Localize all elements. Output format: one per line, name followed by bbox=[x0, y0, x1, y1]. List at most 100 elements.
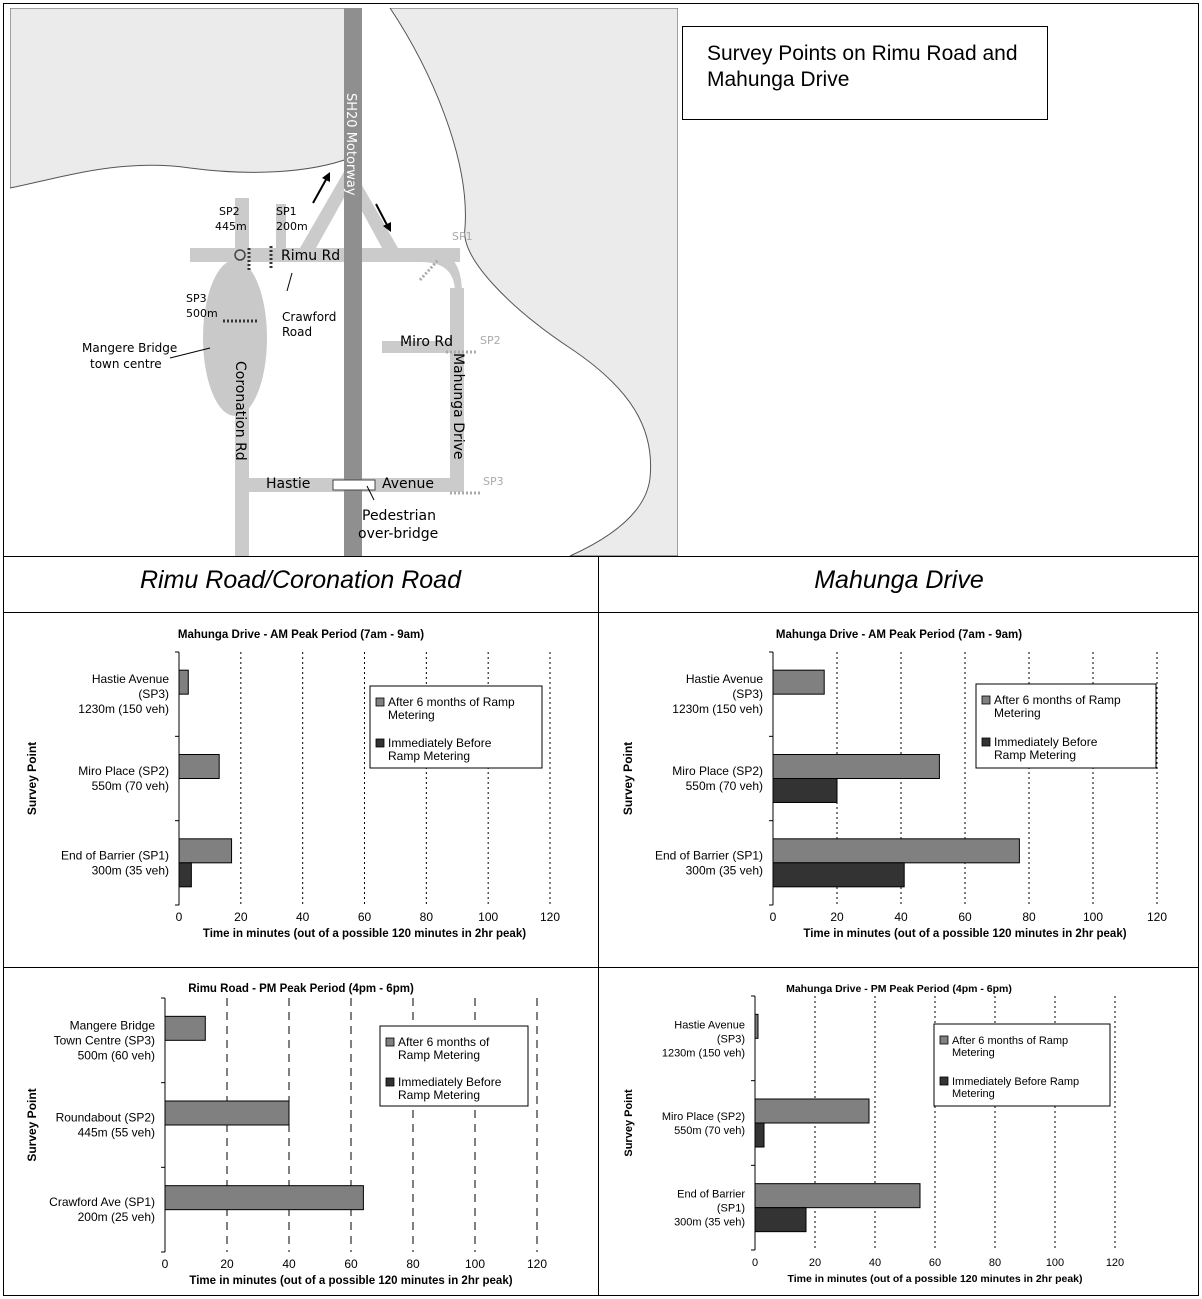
outer-frame bbox=[3, 3, 1199, 1296]
road-ramp-west bbox=[300, 170, 355, 248]
category-label: 550m (70 veh) bbox=[92, 779, 169, 793]
bar bbox=[178, 862, 192, 888]
legend-label: Metering bbox=[952, 1047, 995, 1059]
category-label: End of Barrier (SP1) bbox=[655, 848, 763, 862]
y-axis-label: Survey Point bbox=[25, 742, 39, 815]
legend-label: Immediately Before Ramp bbox=[952, 1076, 1079, 1088]
bar bbox=[754, 1183, 921, 1209]
category-label: Hastie Avenue bbox=[686, 672, 763, 686]
bar bbox=[772, 669, 825, 695]
legend-label: Immediately Before bbox=[388, 736, 492, 750]
map-label-west-sp3-2: 500m bbox=[186, 307, 218, 320]
x-tick-label: 0 bbox=[176, 910, 183, 924]
section-heading-right: Mahunga Drive bbox=[814, 566, 984, 594]
legend-swatch bbox=[981, 737, 991, 747]
legend-label: Ramp Metering bbox=[994, 748, 1076, 762]
chart-pm-right: Mahunga Drive - PM Peak Period (4pm - 6p… bbox=[623, 983, 1124, 1285]
bar bbox=[772, 778, 838, 803]
divider-map-bottom bbox=[3, 556, 1199, 557]
x-tick-label: 0 bbox=[162, 1257, 169, 1271]
survey-map: SH20 Motorway Rimu Rd Miro Rd Coronation… bbox=[10, 8, 678, 556]
x-axis-label: Time in minutes (out of a possible 120 m… bbox=[189, 1275, 512, 1287]
x-tick-label: 80 bbox=[989, 1257, 1001, 1269]
x-tick-label: 120 bbox=[527, 1257, 547, 1271]
divider-heading-bottom bbox=[3, 612, 1199, 613]
legend-box bbox=[369, 685, 543, 769]
road-motorway bbox=[344, 8, 362, 556]
legend-label: Ramp Metering bbox=[388, 749, 470, 763]
x-axis-label: Time in minutes (out of a possible 120 m… bbox=[787, 1273, 1082, 1285]
bar bbox=[772, 754, 940, 779]
legend-box bbox=[379, 1025, 529, 1107]
map-label-west-sp2-2: 445m bbox=[215, 220, 247, 233]
x-tick-label: 120 bbox=[540, 910, 560, 924]
x-tick-label: 120 bbox=[1106, 1257, 1124, 1269]
map-coast-east bbox=[389, 8, 678, 556]
road-rimu bbox=[190, 248, 460, 262]
map-label-coronation: Coronation Rd bbox=[232, 361, 248, 461]
x-tick-label: 20 bbox=[220, 1257, 234, 1271]
chart-am-left: Mahunga Drive - AM Peak Period (7am - 9a… bbox=[25, 629, 560, 940]
map-label-rimu: Rimu Rd bbox=[281, 248, 340, 264]
category-label: (SP3) bbox=[717, 1033, 745, 1045]
category-label: 1230m (150 veh) bbox=[662, 1047, 745, 1059]
map-title: Survey Points on Rimu Road and Mahunga D… bbox=[707, 42, 1018, 91]
x-tick-label: 40 bbox=[869, 1257, 881, 1269]
bar bbox=[164, 1015, 206, 1041]
category-label: Mangere Bridge bbox=[70, 1018, 156, 1032]
map-label-west-sp2-1: SP2 bbox=[219, 205, 240, 218]
x-tick-label: 60 bbox=[929, 1257, 941, 1269]
bar bbox=[754, 1122, 765, 1148]
bar bbox=[754, 1098, 870, 1124]
category-label: Roundabout (SP2) bbox=[56, 1111, 155, 1125]
legend-label: Metering bbox=[388, 708, 435, 722]
chart-title: Mahunga Drive - AM Peak Period (7am - 9a… bbox=[178, 629, 424, 641]
category-label: End of Barrier (SP1) bbox=[61, 848, 169, 862]
road-miro bbox=[382, 341, 452, 353]
category-label: 200m (25 veh) bbox=[78, 1210, 155, 1224]
x-tick-label: 80 bbox=[1022, 910, 1036, 924]
x-tick-label: 20 bbox=[809, 1257, 821, 1269]
y-axis-label: Survey Point bbox=[623, 1089, 635, 1157]
x-tick-label: 60 bbox=[344, 1257, 358, 1271]
category-label: 550m (70 veh) bbox=[686, 779, 763, 793]
roundabout bbox=[234, 249, 246, 261]
section-heading-left: Rimu Road/Coronation Road bbox=[139, 566, 461, 594]
map-title-box: Survey Points on Rimu Road and Mahunga D… bbox=[682, 26, 1048, 120]
chart-pm-left: Rimu Road - PM Peak Period (4pm - 6pm) 0 2… bbox=[25, 983, 547, 1287]
x-tick-label: 40 bbox=[282, 1257, 296, 1271]
y-axis-label: Survey Point bbox=[25, 1088, 39, 1161]
map-label-crawford-2: Road bbox=[282, 325, 312, 339]
legend-swatch bbox=[385, 1037, 395, 1047]
legend-label: Ramp Metering bbox=[398, 1048, 480, 1062]
category-label: (SP3) bbox=[138, 687, 169, 701]
x-axis-label: Time in minutes (out of a possible 120 m… bbox=[203, 928, 526, 940]
x-axis-label: Time in minutes (out of a possible 120 m… bbox=[803, 928, 1126, 940]
town-centre-area bbox=[203, 260, 267, 416]
y-axis-label: Survey Point bbox=[621, 742, 635, 815]
bar bbox=[164, 1100, 290, 1126]
x-tick-label: 0 bbox=[752, 1257, 758, 1269]
category-label: Miro Place (SP2) bbox=[672, 764, 763, 778]
category-label: 550m (70 veh) bbox=[674, 1125, 745, 1137]
bar bbox=[754, 1013, 759, 1039]
map-svg: SH20 Motorway Rimu Rd Miro Rd Coronation… bbox=[10, 8, 678, 556]
map-label-mahunga: Mahunga Drive bbox=[450, 353, 466, 460]
legend-label: Immediately Before bbox=[398, 1075, 502, 1089]
category-label: Hastie Avenue bbox=[674, 1019, 745, 1031]
bar bbox=[178, 669, 189, 695]
map-label-motorway: SH20 Motorway bbox=[343, 93, 358, 196]
legend-swatch bbox=[385, 1077, 395, 1087]
bar bbox=[164, 1185, 364, 1211]
map-label-hastie: Hastie bbox=[266, 476, 310, 492]
bar bbox=[772, 838, 1020, 864]
x-tick-label: 80 bbox=[420, 910, 434, 924]
chart-title: Rimu Road - PM Peak Period (4pm - 6pm) bbox=[188, 983, 414, 995]
category-label: 1230m (150 veh) bbox=[672, 702, 763, 716]
x-tick-label: 100 bbox=[465, 1257, 485, 1271]
category-label: 300m (35 veh) bbox=[686, 863, 763, 877]
map-label-pedestrian-1: Pedestrian bbox=[362, 508, 436, 524]
x-tick-label: 100 bbox=[478, 910, 498, 924]
map-label-west-sp1-1: SP1 bbox=[276, 205, 297, 218]
category-label: 1230m (150 veh) bbox=[78, 702, 169, 716]
